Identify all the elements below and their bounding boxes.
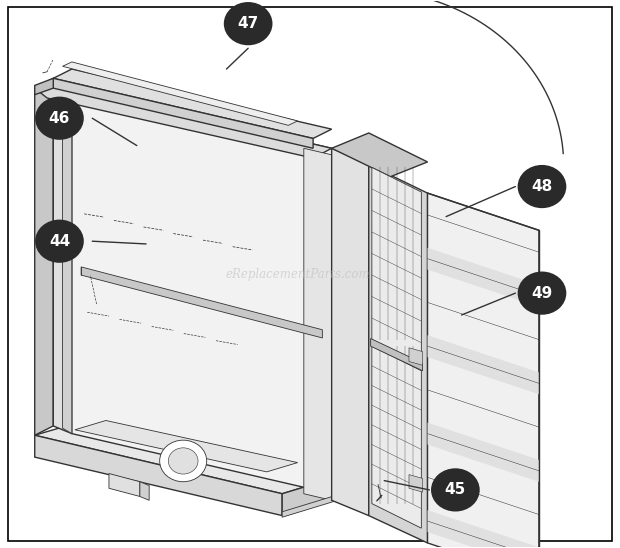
Polygon shape bbox=[53, 78, 313, 149]
Polygon shape bbox=[371, 339, 423, 371]
Polygon shape bbox=[53, 78, 72, 433]
Polygon shape bbox=[140, 482, 149, 500]
Polygon shape bbox=[72, 88, 332, 494]
Text: 44: 44 bbox=[49, 233, 70, 249]
Polygon shape bbox=[53, 69, 332, 139]
Polygon shape bbox=[63, 85, 72, 433]
Polygon shape bbox=[332, 149, 369, 516]
Polygon shape bbox=[428, 193, 539, 548]
Circle shape bbox=[160, 440, 206, 482]
Circle shape bbox=[432, 469, 479, 511]
Polygon shape bbox=[35, 78, 332, 158]
Text: 46: 46 bbox=[49, 111, 70, 125]
Polygon shape bbox=[428, 335, 539, 394]
Polygon shape bbox=[369, 165, 428, 543]
Polygon shape bbox=[372, 346, 422, 528]
Polygon shape bbox=[109, 473, 140, 496]
Polygon shape bbox=[282, 481, 384, 517]
Text: 48: 48 bbox=[531, 179, 552, 194]
Text: 49: 49 bbox=[531, 286, 552, 301]
Polygon shape bbox=[428, 423, 539, 482]
Polygon shape bbox=[428, 510, 539, 548]
Polygon shape bbox=[75, 420, 298, 472]
Circle shape bbox=[169, 448, 198, 474]
Polygon shape bbox=[332, 133, 428, 176]
Circle shape bbox=[36, 220, 83, 262]
Circle shape bbox=[224, 3, 272, 44]
Circle shape bbox=[36, 98, 83, 139]
Polygon shape bbox=[409, 348, 423, 366]
Polygon shape bbox=[81, 267, 322, 338]
Text: 47: 47 bbox=[237, 16, 259, 31]
Polygon shape bbox=[63, 62, 298, 125]
Polygon shape bbox=[282, 463, 384, 516]
Circle shape bbox=[518, 166, 565, 207]
Polygon shape bbox=[35, 78, 53, 95]
Polygon shape bbox=[35, 78, 53, 435]
Polygon shape bbox=[409, 475, 423, 492]
Polygon shape bbox=[304, 149, 332, 500]
Polygon shape bbox=[372, 167, 422, 364]
Text: eReplacementParts.com: eReplacementParts.com bbox=[225, 267, 370, 281]
Polygon shape bbox=[35, 435, 282, 516]
Polygon shape bbox=[428, 248, 539, 307]
Polygon shape bbox=[35, 405, 384, 494]
Circle shape bbox=[518, 272, 565, 314]
Text: 45: 45 bbox=[445, 482, 466, 498]
